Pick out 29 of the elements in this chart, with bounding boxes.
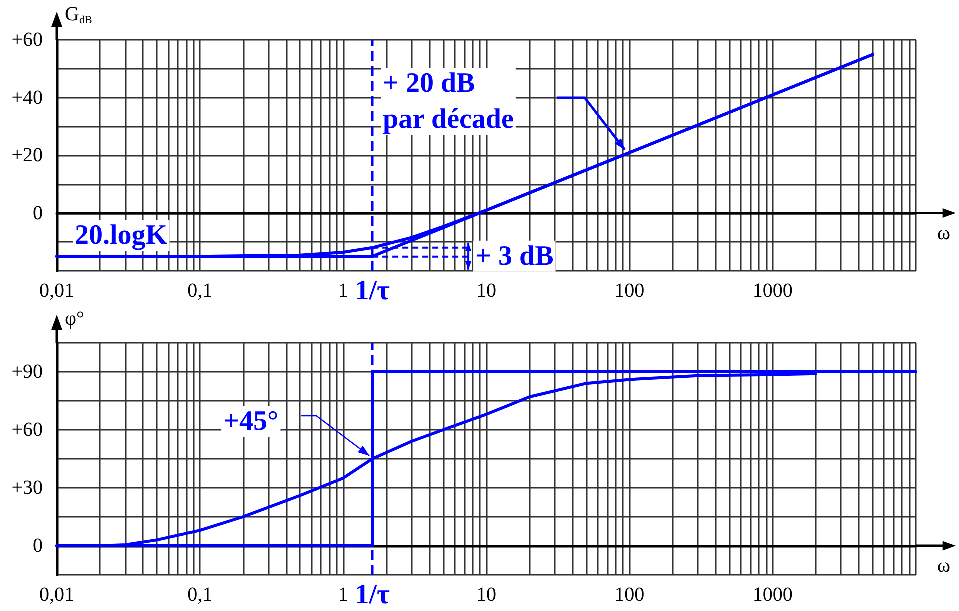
x-tick-label: 0,01 — [40, 584, 74, 606]
y-tick-label: 0 — [33, 535, 43, 557]
x-tick-label: 0,1 — [188, 584, 213, 606]
x-tick-label: 100 — [614, 584, 645, 606]
x-tick-label: 1000 — [752, 584, 793, 606]
y-tick-label: +60 — [12, 419, 43, 441]
x-tick-label: 1 — [338, 584, 348, 606]
annotation: +45° — [224, 406, 279, 437]
x-tick-label: 0,1 — [188, 280, 213, 302]
x-axis-title: ω — [937, 222, 951, 244]
y-tick-label: +60 — [12, 29, 43, 51]
annotation: + 20 dB par décade — [383, 68, 514, 135]
y-tick-label: +90 — [12, 361, 43, 383]
x-tick-label: 100 — [614, 280, 645, 302]
y-tick-label: 0 — [33, 202, 43, 224]
x-tick-label: 10 — [476, 280, 496, 302]
x-axis-title: ω — [937, 555, 951, 577]
y-tick-label: +30 — [12, 477, 43, 499]
x-tick-label: 10 — [476, 584, 496, 606]
annotation: 20.logK — [75, 220, 168, 251]
x-tick-label: 1 — [338, 280, 348, 302]
y-axis-title: φ° — [65, 308, 85, 330]
x-tick-label: 1000 — [752, 280, 793, 302]
y-tick-label: +40 — [12, 86, 43, 109]
ref-line-label: 1/τ — [355, 276, 390, 306]
ref-line-label: 1/τ — [355, 580, 390, 610]
y-tick-label: +20 — [12, 144, 43, 166]
x-tick-label: 0,01 — [40, 280, 74, 302]
annotation: + 3 dB — [476, 240, 554, 272]
